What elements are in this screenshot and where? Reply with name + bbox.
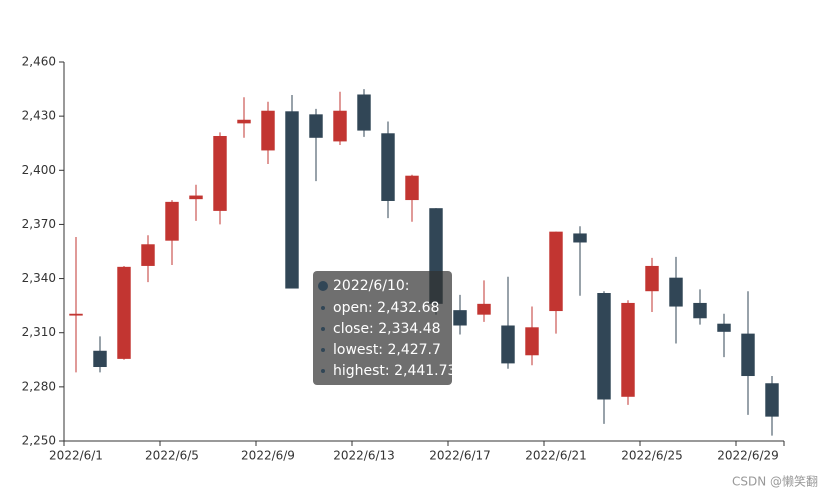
candle-body: [261, 110, 275, 151]
candle-body: [741, 333, 755, 377]
candle-body: [93, 350, 107, 368]
y-tick-label: 2,370: [22, 217, 56, 231]
candle-body: [453, 310, 467, 326]
candle-body: [357, 94, 371, 131]
candle-body: [549, 231, 563, 312]
tooltip-line: open: 2,432.68: [333, 300, 439, 316]
candle-body: [117, 266, 131, 359]
y-tick-label: 2,400: [22, 163, 56, 177]
candle-body: [525, 327, 539, 356]
candle-body: [213, 135, 227, 211]
candle-body: [645, 265, 659, 292]
y-tick-label: 2,340: [22, 271, 56, 285]
tooltip-line: highest: 2,441.73: [333, 363, 456, 379]
tooltip-box: [313, 271, 452, 385]
candle-body: [189, 195, 203, 200]
candle-body: [381, 133, 395, 201]
tooltip-bullet: [321, 369, 325, 373]
candle-body: [405, 175, 419, 201]
y-tick-label: 2,310: [22, 325, 56, 339]
candle-body: [237, 119, 251, 124]
tooltip-title: 2022/6/10:: [333, 278, 410, 294]
candle-body: [597, 293, 611, 400]
candle-body: [141, 244, 155, 266]
tooltip-line: close: 2,334.48: [333, 321, 441, 337]
candle-body: [333, 110, 347, 142]
candle-body: [165, 201, 179, 241]
tooltip-bullet: [321, 306, 325, 310]
y-tick-label: 2,430: [22, 109, 56, 123]
y-tick-label: 2,460: [22, 55, 56, 69]
candle-body: [693, 302, 707, 319]
x-tick-label: 2022/6/21: [525, 449, 587, 463]
candle-body: [501, 325, 515, 364]
y-tick-label: 2,280: [22, 379, 56, 393]
tooltip-bullet: [321, 327, 325, 331]
candle-body: [621, 302, 635, 397]
candle-body: [765, 383, 779, 417]
candle-body: [573, 233, 587, 243]
y-tick-label: 2,250: [22, 434, 56, 448]
candle-body: [309, 114, 323, 138]
tooltip-bullet: [321, 348, 325, 352]
x-tick-label: 2022/6/1: [49, 449, 103, 463]
candle-body: [717, 323, 731, 332]
candle-body: [285, 111, 299, 289]
x-tick-label: 2022/6/25: [621, 449, 683, 463]
watermark: CSDN @懒笑翻: [732, 474, 818, 489]
x-tick-label: 2022/6/17: [429, 449, 491, 463]
x-tick-label: 2022/6/13: [333, 449, 395, 463]
tooltip: 2022/6/10: open: 2,432.68 close: 2,334.48 l…: [313, 271, 456, 385]
x-tick-label: 2022/6/9: [241, 449, 295, 463]
tooltip-dot: [318, 281, 328, 291]
tooltip-line: lowest: 2,427.7: [333, 342, 441, 358]
candle-body: [669, 277, 683, 307]
candle-body: [69, 313, 83, 316]
candle-body: [477, 303, 491, 315]
x-tick-label: 2022/6/5: [145, 449, 199, 463]
x-tick-label: 2022/6/29: [717, 449, 779, 463]
